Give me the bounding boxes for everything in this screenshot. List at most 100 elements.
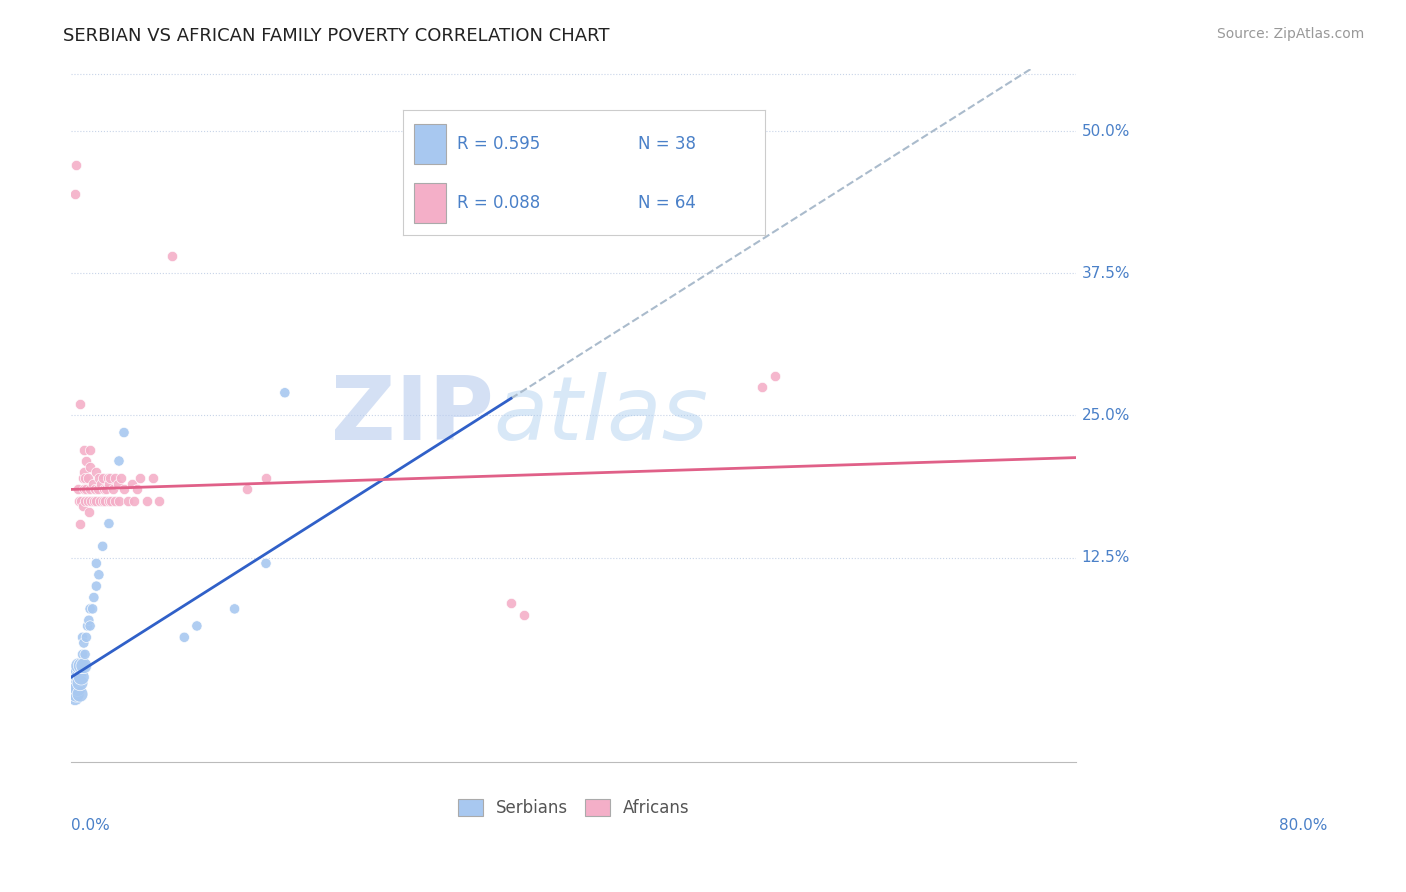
Point [86, 557, 108, 571]
Point [108, 493, 131, 508]
Point [82, 476, 104, 491]
Point [70, 670, 93, 684]
Point [79, 459, 101, 474]
Point [104, 471, 127, 485]
Point [73, 483, 96, 497]
Point [142, 471, 165, 485]
Point [97, 476, 120, 491]
Point [274, 385, 297, 400]
Point [67, 493, 90, 508]
Point [73, 442, 96, 457]
Point [65, 687, 87, 701]
Point [108, 454, 131, 468]
Point [67, 658, 90, 673]
Point [254, 557, 277, 571]
Point [101, 483, 124, 497]
Point [112, 425, 135, 440]
Point [79, 483, 101, 497]
Point [751, 380, 773, 394]
Point [73, 493, 96, 508]
Point [186, 619, 208, 633]
Point [89, 493, 111, 508]
Point [63, 186, 86, 201]
Point [91, 493, 114, 508]
Point [104, 493, 127, 508]
Point [62, 681, 84, 696]
Point [96, 483, 118, 497]
Point [69, 397, 91, 411]
Point [76, 619, 98, 633]
Point [82, 602, 104, 616]
Point [83, 493, 105, 508]
Point [73, 466, 96, 480]
Point [122, 493, 145, 508]
Point [94, 493, 117, 508]
Point [76, 471, 98, 485]
Point [73, 658, 96, 673]
Point [107, 476, 129, 491]
Point [66, 665, 89, 679]
Point [125, 483, 148, 497]
Text: atlas: atlas [494, 373, 709, 458]
Point [62, 687, 84, 701]
Point [87, 471, 110, 485]
Point [63, 675, 86, 690]
Point [79, 619, 101, 633]
Point [86, 579, 108, 593]
Point [69, 516, 91, 531]
Point [72, 648, 94, 662]
Point [72, 471, 94, 485]
Point [72, 500, 94, 514]
Point [70, 658, 93, 673]
Point [173, 630, 195, 644]
Legend: Serbians, Africans: Serbians, Africans [451, 792, 696, 823]
Point [112, 483, 135, 497]
Point [97, 493, 120, 508]
Point [84, 483, 107, 497]
Text: 12.5%: 12.5% [1081, 550, 1130, 566]
Point [93, 483, 115, 497]
Text: ZIP: ZIP [330, 372, 494, 459]
Point [73, 636, 96, 650]
Point [110, 471, 132, 485]
Point [121, 476, 143, 491]
Point [67, 670, 90, 684]
Text: 50.0%: 50.0% [1081, 124, 1130, 138]
Point [75, 454, 97, 468]
Point [66, 681, 89, 696]
Point [65, 670, 87, 684]
Point [63, 690, 86, 705]
Point [148, 493, 170, 508]
Point [66, 483, 89, 497]
Text: SERBIAN VS AFRICAN FAMILY POVERTY CORRELATION CHART: SERBIAN VS AFRICAN FAMILY POVERTY CORREL… [63, 27, 610, 45]
Text: Source: ZipAtlas.com: Source: ZipAtlas.com [1216, 27, 1364, 41]
Text: 25.0%: 25.0% [1081, 408, 1130, 423]
Point [65, 158, 87, 172]
Point [86, 493, 108, 508]
Point [100, 493, 122, 508]
Text: 0.0%: 0.0% [72, 818, 110, 833]
Point [76, 493, 98, 508]
Point [77, 505, 100, 519]
Point [129, 471, 152, 485]
Point [135, 493, 157, 508]
Point [70, 493, 93, 508]
Text: 37.5%: 37.5% [1081, 266, 1130, 281]
Point [72, 630, 94, 644]
Point [86, 466, 108, 480]
Point [224, 602, 246, 616]
Point [117, 493, 139, 508]
Point [73, 471, 96, 485]
Point [73, 648, 96, 662]
Point [90, 476, 112, 491]
Point [77, 613, 100, 627]
Point [98, 471, 121, 485]
Point [83, 591, 105, 605]
Point [97, 471, 120, 485]
Point [69, 687, 91, 701]
Point [236, 483, 259, 497]
Point [80, 493, 103, 508]
Point [160, 249, 183, 263]
Text: 80.0%: 80.0% [1279, 818, 1327, 833]
Point [87, 567, 110, 582]
